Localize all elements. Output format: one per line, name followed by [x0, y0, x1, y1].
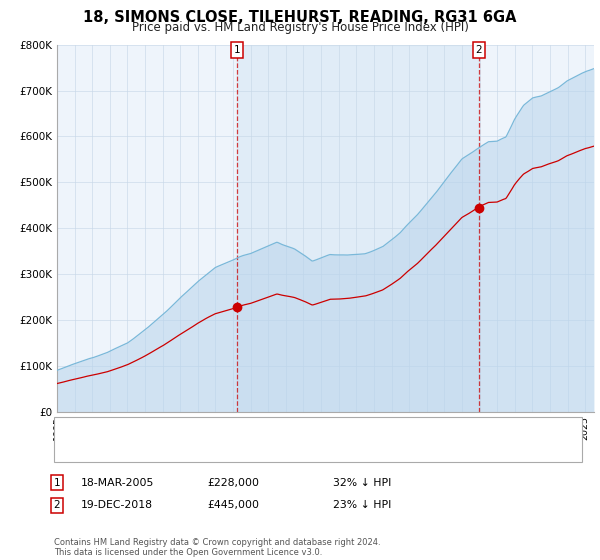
Bar [237, 45, 479, 412]
Text: 1: 1 [53, 478, 61, 488]
Text: £228,000: £228,000 [207, 478, 259, 488]
Text: 18, SIMONS CLOSE, TILEHURST, READING, RG31 6GA (detached house): 18, SIMONS CLOSE, TILEHURST, READING, RG… [82, 424, 430, 435]
Text: 19-DEC-2018: 19-DEC-2018 [81, 500, 153, 510]
Text: —: — [61, 422, 77, 437]
Text: 2: 2 [53, 500, 61, 510]
Text: Price paid vs. HM Land Registry's House Price Index (HPI): Price paid vs. HM Land Registry's House … [131, 21, 469, 34]
Text: 2: 2 [476, 45, 482, 55]
Text: 32% ↓ HPI: 32% ↓ HPI [333, 478, 391, 488]
Text: 23% ↓ HPI: 23% ↓ HPI [333, 500, 391, 510]
Text: Contains HM Land Registry data © Crown copyright and database right 2024.
This d: Contains HM Land Registry data © Crown c… [54, 538, 380, 557]
Text: 18-MAR-2005: 18-MAR-2005 [81, 478, 154, 488]
Text: £445,000: £445,000 [207, 500, 259, 510]
Text: 18, SIMONS CLOSE, TILEHURST, READING, RG31 6GA: 18, SIMONS CLOSE, TILEHURST, READING, RG… [83, 10, 517, 25]
Text: —: — [61, 444, 77, 458]
Text: HPI: Average price, detached house, West Berkshire: HPI: Average price, detached house, West… [82, 446, 336, 456]
Text: 1: 1 [233, 45, 240, 55]
